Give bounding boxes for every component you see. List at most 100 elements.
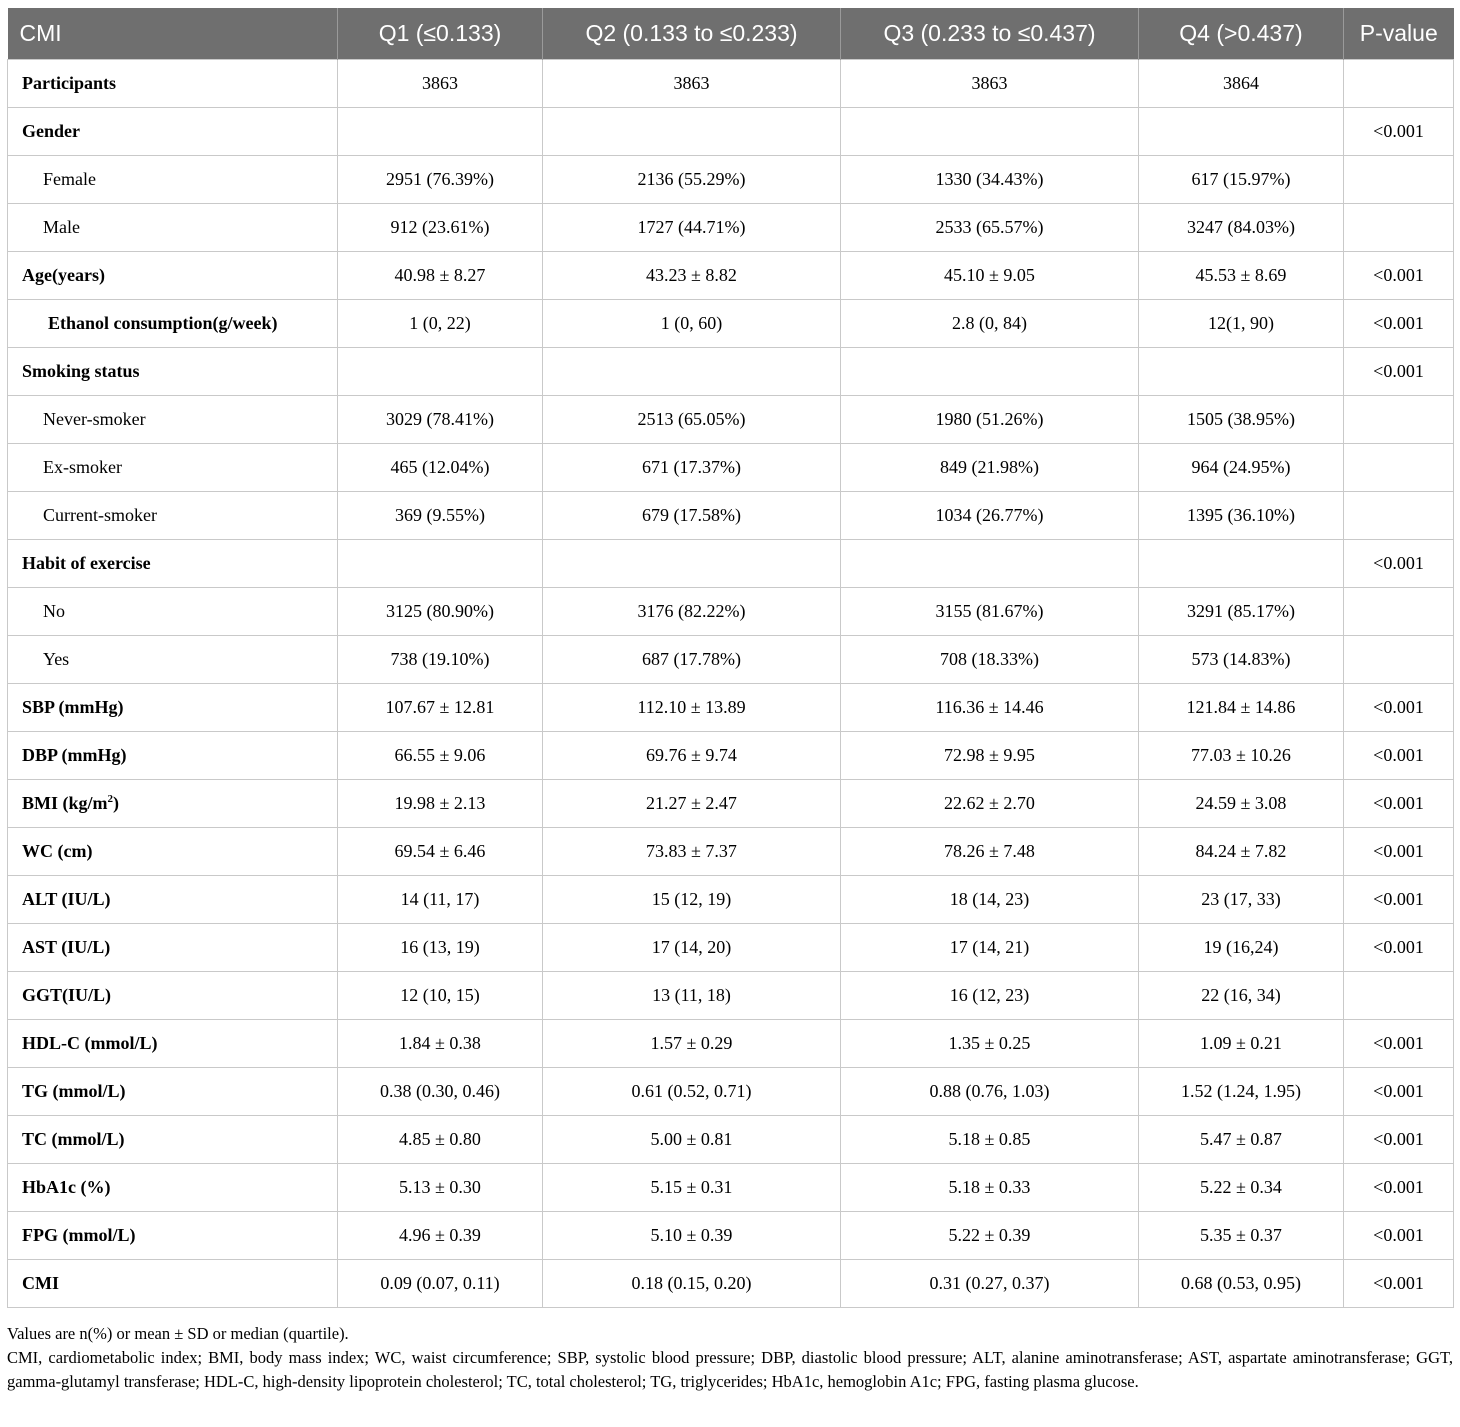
p-value-cell (1343, 587, 1454, 636)
row-label-text: BMI (kg/m (22, 793, 108, 813)
q4-cell: 19 (16,24) (1138, 923, 1344, 972)
q2-cell: 0.61 (0.52, 0.71) (542, 1067, 841, 1116)
p-value-cell: <0.001 (1343, 539, 1454, 588)
q3-cell: 1330 (34.43%) (840, 155, 1139, 204)
baseline-characteristics-table: CMI Q1 (≤0.133) Q2 (0.133 to ≤0.233) Q3 … (7, 8, 1454, 1308)
row-label: ALT (IU/L) (7, 875, 338, 924)
q1-cell: 1 (0, 22) (337, 299, 543, 348)
p-value-cell (1343, 395, 1454, 444)
q2-cell: 1.57 ± 0.29 (542, 1019, 841, 1068)
row-label-text: Ethanol consumption(g/week) (48, 313, 278, 333)
row-label-text: TG (mmol/L) (22, 1081, 126, 1101)
header-p-value: P-value (1343, 8, 1454, 60)
header-q3: Q3 (0.233 to ≤0.437) (840, 8, 1139, 60)
q3-cell (840, 347, 1139, 396)
q4-cell (1138, 347, 1344, 396)
q1-cell: 4.96 ± 0.39 (337, 1211, 543, 1260)
header-q2: Q2 (0.133 to ≤0.233) (542, 8, 841, 60)
row-label-text: HbA1c (%) (22, 1177, 111, 1197)
q3-cell: 72.98 ± 9.95 (840, 731, 1139, 780)
row-label: HbA1c (%) (7, 1163, 338, 1212)
table-row: Smoking status <0.001 (7, 347, 1454, 396)
table-header: CMI Q1 (≤0.133) Q2 (0.133 to ≤0.233) Q3 … (7, 8, 1454, 60)
q2-cell: 687 (17.78%) (542, 635, 841, 684)
table-row: ALT (IU/L) 14 (11, 17) 15 (12, 19) 18 (14, … (7, 875, 1454, 924)
p-value-cell: <0.001 (1343, 1163, 1454, 1212)
row-label-text: DBP (mmHg) (22, 745, 127, 765)
q4-cell: 24.59 ± 3.08 (1138, 779, 1344, 828)
q2-cell: 671 (17.37%) (542, 443, 841, 492)
row-label: Participants (7, 59, 338, 108)
q2-cell: 1 (0, 60) (542, 299, 841, 348)
q4-cell: 12(1, 90) (1138, 299, 1344, 348)
p-value-cell: <0.001 (1343, 779, 1454, 828)
q2-cell: 3863 (542, 59, 841, 108)
q4-cell: 1.09 ± 0.21 (1138, 1019, 1344, 1068)
p-value-cell: <0.001 (1343, 1019, 1454, 1068)
table-row: Ex-smoker 465 (12.04%) 671 (17.37%) 849 (21… (7, 443, 1454, 492)
row-label-end: ) (113, 793, 119, 813)
table-row: BMI (kg/m2) 19.98 ± 2.13 21.27 ± 2.47 22.62… (7, 779, 1454, 828)
q3-cell: 2.8 (0, 84) (840, 299, 1139, 348)
p-value-cell: <0.001 (1343, 1067, 1454, 1116)
q2-cell: 15 (12, 19) (542, 875, 841, 924)
table-footnotes: Values are n(%) or mean ± SD or median (… (7, 1322, 1453, 1394)
q2-cell: 0.18 (0.15, 0.20) (542, 1259, 841, 1308)
q1-cell: 465 (12.04%) (337, 443, 543, 492)
q2-cell: 43.23 ± 8.82 (542, 251, 841, 300)
q3-cell: 5.22 ± 0.39 (840, 1211, 1139, 1260)
q4-cell: 964 (24.95%) (1138, 443, 1344, 492)
row-label: Smoking status (7, 347, 338, 396)
row-label-text: Male (43, 217, 80, 237)
q3-cell: 3155 (81.67%) (840, 587, 1139, 636)
q2-cell: 21.27 ± 2.47 (542, 779, 841, 828)
q3-cell: 1034 (26.77%) (840, 491, 1139, 540)
q1-cell: 66.55 ± 9.06 (337, 731, 543, 780)
q4-cell: 22 (16, 34) (1138, 971, 1344, 1020)
q3-cell (840, 539, 1139, 588)
q1-cell (337, 539, 543, 588)
q2-cell: 5.00 ± 0.81 (542, 1115, 841, 1164)
q4-cell: 3864 (1138, 59, 1344, 108)
q4-cell: 84.24 ± 7.82 (1138, 827, 1344, 876)
row-label: TG (mmol/L) (7, 1067, 338, 1116)
q1-cell: 0.38 (0.30, 0.46) (337, 1067, 543, 1116)
p-value-cell: <0.001 (1343, 107, 1454, 156)
row-label: Female (7, 155, 338, 204)
q4-cell: 5.47 ± 0.87 (1138, 1115, 1344, 1164)
table-row: SBP (mmHg) 107.67 ± 12.81 112.10 ± 13.89 11… (7, 683, 1454, 732)
q2-cell: 69.76 ± 9.74 (542, 731, 841, 780)
q2-cell: 5.10 ± 0.39 (542, 1211, 841, 1260)
q3-cell: 18 (14, 23) (840, 875, 1139, 924)
table-row: No 3125 (80.90%) 3176 (82.22%) 3155 (81.67%… (7, 587, 1454, 636)
q2-cell (542, 107, 841, 156)
table-row: Participants 3863 3863 3863 3864 (7, 59, 1454, 108)
row-label: HDL-C (mmol/L) (7, 1019, 338, 1068)
row-label: CMI (7, 1259, 338, 1308)
row-label: Ethanol consumption(g/week) (7, 299, 338, 348)
table-row: TC (mmol/L) 4.85 ± 0.80 5.00 ± 0.81 5.18 ± … (7, 1115, 1454, 1164)
row-label-text: TC (mmol/L) (22, 1129, 125, 1149)
q1-cell: 3863 (337, 59, 543, 108)
q1-cell: 14 (11, 17) (337, 875, 543, 924)
row-label: AST (IU/L) (7, 923, 338, 972)
q2-cell (542, 539, 841, 588)
header-q1: Q1 (≤0.133) (337, 8, 543, 60)
p-value-cell (1343, 155, 1454, 204)
row-label-text: ALT (IU/L) (22, 889, 111, 909)
footnote-values: Values are n(%) or mean ± SD or median (… (7, 1324, 349, 1343)
row-label-superscript: 2 (107, 793, 114, 805)
q4-cell: 3247 (84.03%) (1138, 203, 1344, 252)
q1-cell: 2951 (76.39%) (337, 155, 543, 204)
row-label-text: CMI (22, 1273, 59, 1293)
row-label: TC (mmol/L) (7, 1115, 338, 1164)
q4-cell: 121.84 ± 14.86 (1138, 683, 1344, 732)
q3-cell: 45.10 ± 9.05 (840, 251, 1139, 300)
table-row: Ethanol consumption(g/week) 1 (0, 22) 1 (0… (7, 299, 1454, 348)
row-label-text: GGT(IU/L) (22, 985, 112, 1005)
q1-cell: 3125 (80.90%) (337, 587, 543, 636)
q2-cell: 3176 (82.22%) (542, 587, 841, 636)
q2-cell: 679 (17.58%) (542, 491, 841, 540)
p-value-cell (1343, 443, 1454, 492)
p-value-cell: <0.001 (1343, 1211, 1454, 1260)
